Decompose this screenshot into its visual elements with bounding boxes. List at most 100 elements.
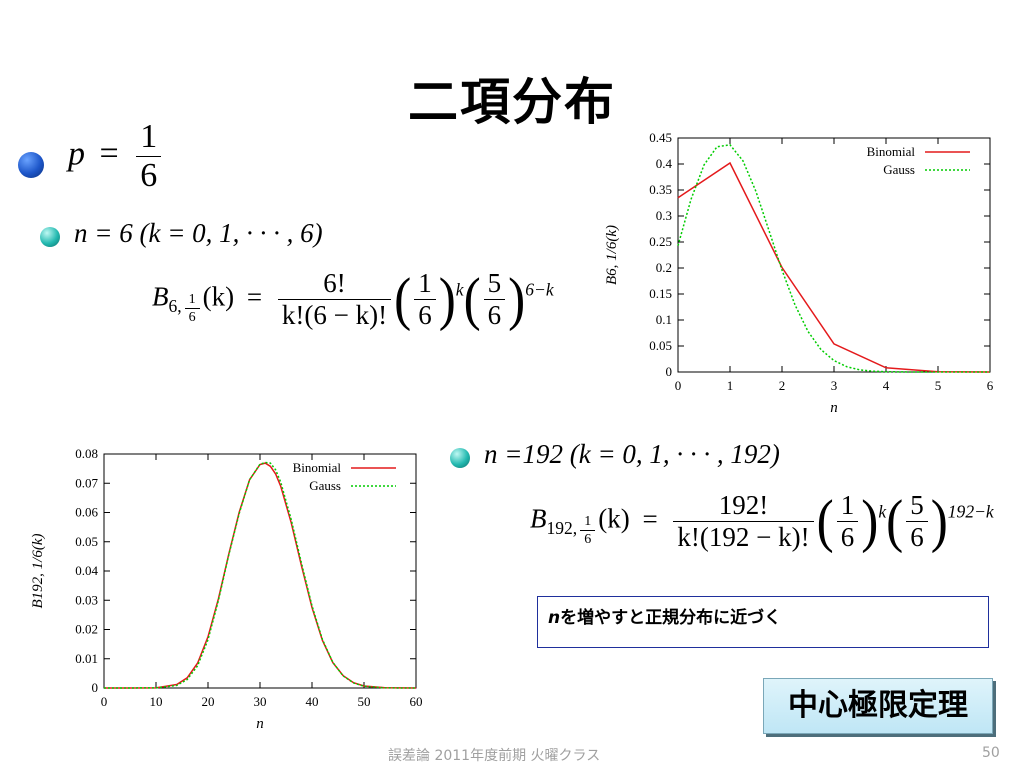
denominator: 6: [136, 156, 162, 195]
main-den: k!(192 − k)!: [673, 521, 814, 553]
y-tick-label: 0.3: [656, 208, 672, 223]
q-den: 6: [483, 299, 506, 331]
p-den: 6: [414, 299, 436, 331]
chart-n192: 0 0.01 0.02 0.03 0.04 0.05 0.06 0.07 0.08 0 10 20 30…: [30, 446, 423, 732]
q-den: 6: [906, 521, 928, 553]
bullet-large-icon: [18, 152, 44, 178]
series-line-gauss: [103, 461, 417, 689]
note-var: n: [548, 608, 561, 628]
x-tick-label: 30: [254, 694, 267, 709]
main-fraction: 192! k!(192 − k)!: [673, 490, 814, 553]
B-arg: (k): [598, 503, 630, 534]
B-subscript: 6, 1 6: [168, 291, 203, 325]
y-tick-label: 0.05: [649, 338, 672, 353]
p-exponent: k: [878, 501, 887, 522]
B-symbol: B: [530, 503, 547, 534]
q-exponent: 6−k: [525, 279, 554, 300]
x-tick-label: 5: [935, 378, 942, 393]
series-line-gauss: [677, 143, 990, 373]
x-tick-label: 3: [831, 378, 838, 393]
p-den: 6: [836, 521, 859, 553]
note-box: nを増やすと正規分布に近づく: [537, 596, 989, 648]
p-num: 1: [840, 490, 855, 520]
sub-n: 192,: [546, 518, 578, 539]
y-tick-label: 0.03: [75, 592, 98, 607]
x-tick-label: 40: [306, 694, 319, 709]
y-tick-label: 0.06: [75, 505, 98, 520]
note-text: を増やすと正規分布に近づく: [560, 608, 782, 628]
numerator: 1: [140, 118, 158, 155]
p-exponent: k: [455, 279, 464, 300]
x-tick-label: 2: [779, 378, 786, 393]
sub-num: 1: [188, 290, 196, 307]
B-symbol: B: [152, 281, 169, 312]
sub-n: 6,: [168, 296, 182, 317]
q-exponent: 192−k: [947, 501, 994, 522]
series-line-binomial: [103, 462, 417, 689]
eq-sign: =: [99, 135, 119, 173]
y-tick-label: 0.4: [656, 156, 673, 171]
chart-n6: 0 0.05 0.1 0.15 0.2 0.25 0.3 0.35 0.4 0.45 0 1 2 3 4 5 6…: [604, 130, 994, 416]
q-num: 5: [910, 490, 924, 520]
page-number: 50: [982, 745, 1000, 761]
x-tick-label: 6: [987, 378, 994, 393]
main-num: 6!: [323, 268, 346, 298]
fraction: 1 6: [136, 118, 162, 195]
q-num: 5: [487, 268, 502, 298]
plot-frame: [677, 137, 991, 373]
sub-num: 1: [584, 512, 592, 529]
p-num: 1: [418, 268, 432, 298]
y-tick-label: 0.02: [75, 622, 98, 637]
x-tick-label: 4: [883, 378, 890, 393]
eq-sign: =: [246, 281, 263, 312]
x-tick-label: 20: [202, 694, 215, 709]
y-tick-label: 0: [666, 364, 673, 379]
main-num: 192!: [718, 490, 769, 520]
bullet1-formula: p = 1 6: [68, 118, 164, 195]
x-axis-label: n: [256, 716, 264, 732]
y-tick-label: 0.07: [75, 475, 98, 490]
clt-label: 中心極限定理: [763, 678, 993, 734]
sub-den: 6: [184, 307, 200, 326]
y-axis-label: B192, 1/6(k): [30, 534, 46, 609]
bullet2-condition: n = 6 (k = 0, 1, · · · , 6): [74, 218, 323, 248]
slide-title: 二項分布: [408, 73, 616, 131]
y-tick-label: 0: [92, 680, 99, 695]
series-line-binomial: [677, 161, 991, 373]
p-var: p: [68, 135, 85, 173]
x-tick-label: 60: [410, 694, 423, 709]
bullet3-condition: n =192 (k = 0, 1, · · · , 192): [484, 439, 780, 469]
main-fraction: 6! k!(6 − k)!: [277, 268, 392, 331]
y-tick-label: 0.2: [656, 260, 672, 275]
bullet-small-icon: [40, 227, 60, 247]
y-tick-label: 0.1: [656, 312, 672, 327]
bullet3-formula: B192, 1 6 (k) = 192! k!(192 − k)! (1 6)k(5 6)…: [530, 488, 994, 555]
legend-label: Binomial: [293, 460, 342, 475]
eq-sign: =: [642, 503, 658, 534]
y-tick-label: 0.45: [649, 130, 672, 145]
y-tick-label: 0.04: [75, 563, 98, 578]
B-subscript: 192, 1 6: [546, 513, 599, 547]
y-axis-label: B6, 1/6(k): [604, 225, 620, 285]
y-tick-label: 0.01: [75, 651, 98, 666]
x-tick-label: 0: [675, 378, 682, 393]
sub-den: 6: [580, 529, 596, 548]
y-tick-label: 0.08: [75, 446, 98, 461]
x-tick-label: 1: [727, 378, 734, 393]
footer-text: 誤差論 2011年度前期 火曜クラス: [388, 748, 601, 764]
plot-frame: [103, 453, 417, 689]
x-tick-label: 0: [101, 694, 108, 709]
legend-label: Binomial: [867, 144, 916, 159]
legend-label: Gauss: [309, 478, 341, 493]
x-tick-label: 10: [150, 694, 163, 709]
legend-label: Gauss: [883, 162, 915, 177]
y-tick-label: 0.35: [649, 182, 672, 197]
bullet-small-icon: [450, 448, 470, 468]
y-tick-label: 0.05: [75, 534, 98, 549]
